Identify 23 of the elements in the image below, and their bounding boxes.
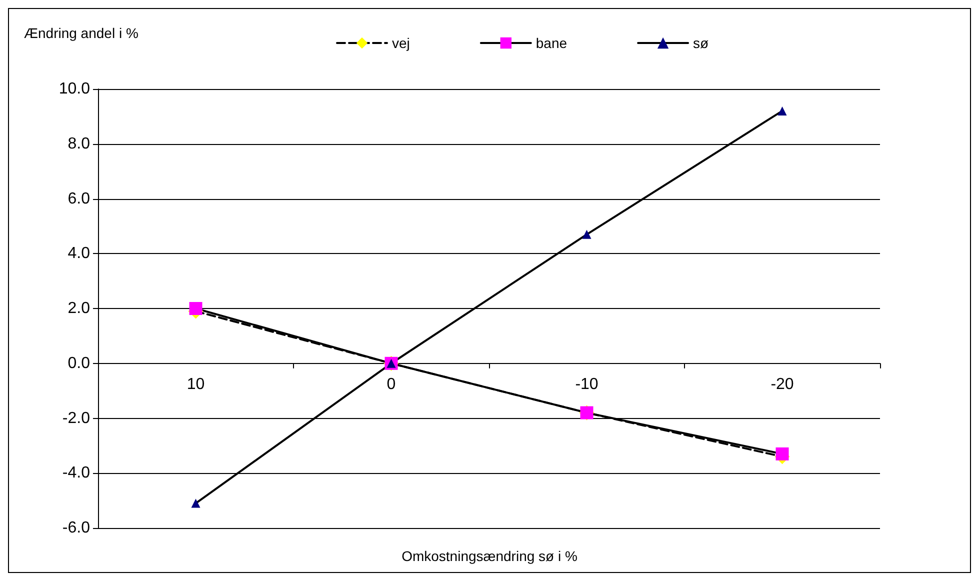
y-tick-label: 8.0: [68, 135, 90, 152]
y-tick-label: 10.0: [58, 80, 90, 98]
point: [189, 302, 202, 315]
y-tick-label: -6.0: [62, 520, 90, 536]
legend-label: bane: [536, 35, 568, 51]
y-tick-label: 6.0: [68, 190, 90, 208]
legend-label: vej: [392, 35, 410, 51]
y-tick-label: 4.0: [68, 245, 90, 262]
x-tick-label: 0: [386, 376, 396, 394]
point: [776, 447, 789, 460]
y-tick-label: -2.0: [62, 410, 90, 427]
y-tick-label: 0.0: [68, 354, 90, 372]
legend-label: sø: [693, 35, 710, 51]
x-tick-label: 10: [186, 376, 205, 394]
y-axis-title: Ændring andel i %: [24, 25, 138, 41]
x-tick-label: -20: [770, 376, 794, 394]
point: [191, 498, 200, 508]
y-tick-label: -4.0: [62, 464, 90, 482]
x-axis-title: Omkostningsændring sø i %: [402, 548, 578, 564]
point: [778, 106, 787, 116]
x-tick-label: -10: [575, 376, 598, 394]
point: [582, 230, 592, 239]
y-tick-label: 2.0: [68, 300, 90, 317]
